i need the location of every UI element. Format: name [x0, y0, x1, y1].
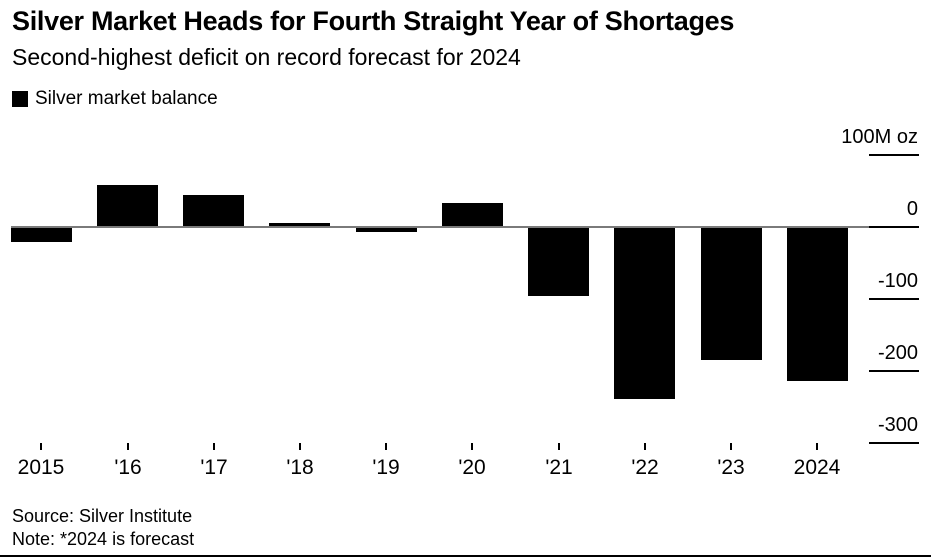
page-subtitle: Second-highest deficit on record forecas… — [12, 44, 521, 70]
x-axis-tick — [385, 443, 387, 450]
y-axis-tick-line — [869, 442, 919, 444]
bottom-rule — [0, 555, 931, 557]
legend-swatch-icon — [12, 91, 28, 107]
bar — [11, 228, 72, 242]
source-text: Source: Silver Institute — [12, 506, 193, 526]
x-axis-label: '23 — [717, 456, 745, 479]
legend-label: Silver market balance — [35, 88, 218, 109]
bar — [356, 228, 417, 232]
y-axis-tick-line — [869, 370, 919, 372]
x-axis-tick — [816, 443, 818, 450]
x-axis-label: '19 — [372, 456, 400, 479]
x-axis-tick — [299, 443, 301, 450]
y-axis-label: 100M oz — [841, 126, 918, 148]
y-axis-label: -100 — [877, 270, 918, 292]
legend: Silver market balance — [12, 88, 218, 109]
x-axis-label: 2015 — [17, 456, 65, 479]
y-axis-tick-line — [869, 154, 919, 156]
x-axis-label: '21 — [545, 456, 573, 479]
y-axis-tick-line — [869, 226, 919, 228]
x-axis-tick — [213, 443, 215, 450]
y-axis-label: 0 — [906, 198, 918, 220]
x-axis-tick — [471, 443, 473, 450]
x-axis-tick — [127, 443, 129, 450]
x-axis-label: '16 — [114, 456, 142, 479]
bar — [442, 203, 503, 226]
x-axis-tick — [558, 443, 560, 450]
y-axis-label: -200 — [877, 342, 918, 364]
x-axis-tick — [40, 443, 42, 450]
bar — [183, 195, 244, 226]
bar — [528, 228, 589, 296]
bar — [97, 185, 158, 226]
bar — [269, 223, 330, 226]
bar — [614, 228, 675, 399]
x-axis-tick — [644, 443, 646, 450]
zero-baseline — [11, 226, 919, 228]
x-axis-tick — [730, 443, 732, 450]
x-axis-label: '20 — [458, 456, 486, 479]
x-axis-label: '17 — [200, 456, 228, 479]
note-text: Note: *2024 is forecast — [12, 529, 195, 549]
x-axis-label: '18 — [286, 456, 314, 479]
page-title: Silver Market Heads for Fourth Straight … — [12, 6, 735, 36]
x-axis-label: '22 — [631, 456, 659, 479]
y-axis-tick-line — [869, 298, 919, 300]
bar — [787, 228, 848, 381]
y-axis-label: -300 — [877, 414, 918, 436]
bar — [701, 228, 762, 360]
x-axis-label: 2024 — [793, 456, 841, 479]
